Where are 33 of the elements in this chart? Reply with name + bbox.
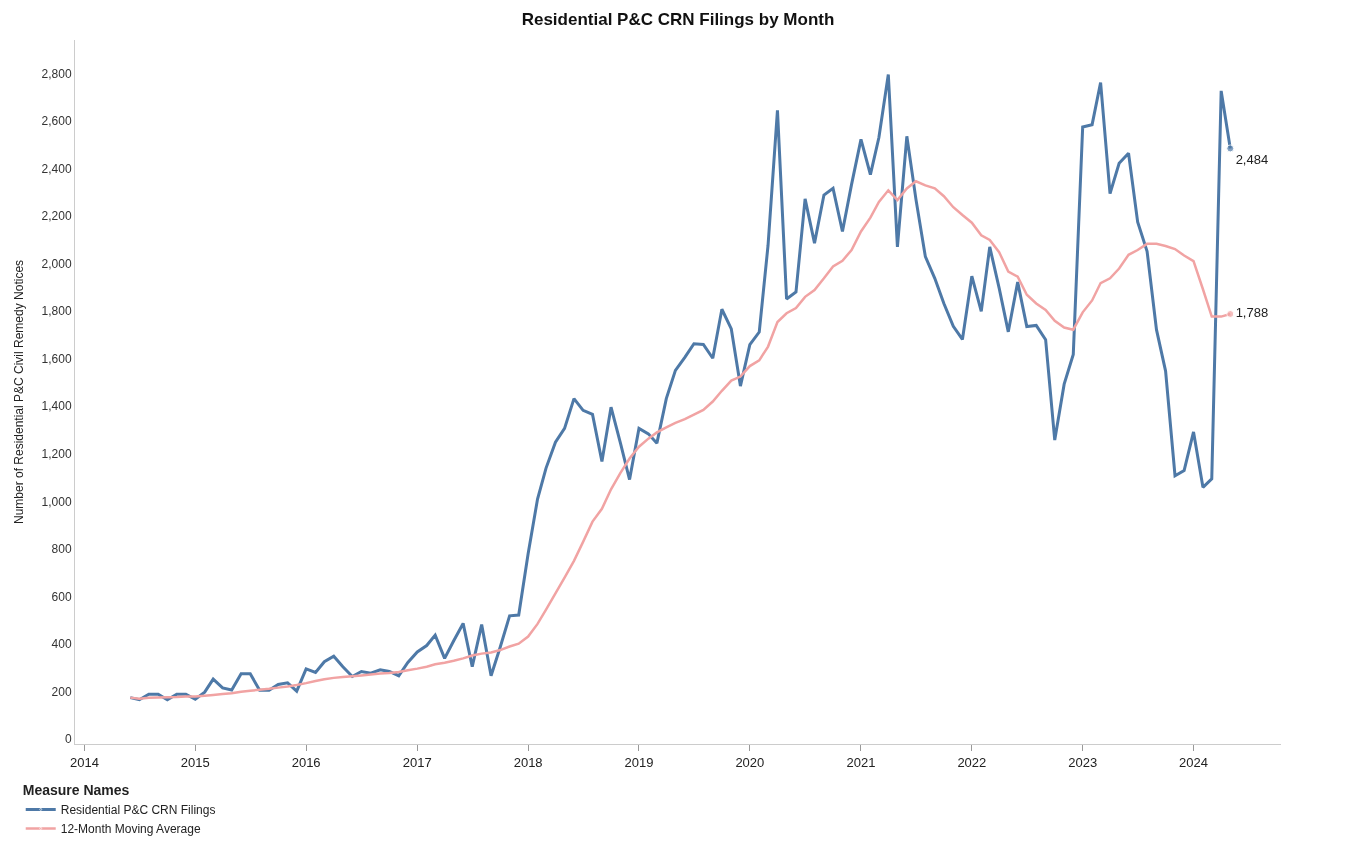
legend-title: Measure Names	[22, 781, 130, 798]
y-tick-label: 2,600	[41, 114, 72, 129]
data-label: 1,788	[1235, 305, 1269, 321]
x-tick-label: 2016	[291, 754, 321, 770]
x-tick-label: 2024	[1179, 754, 1208, 770]
y-tick-label: 400	[51, 637, 72, 652]
chart-title: Residential P&C CRN Filings by Month	[521, 9, 835, 29]
x-tick-label: 2015	[180, 754, 210, 770]
y-tick-label: 800	[51, 542, 72, 557]
y-tick-label: 1,000	[41, 494, 72, 509]
x-tick-label: 2022	[957, 754, 987, 770]
y-tick-label: 1,800	[41, 304, 72, 319]
y-tick-label: 0	[64, 732, 72, 747]
x-tick-label: 2018	[513, 754, 543, 770]
x-tick-label: 2014	[69, 754, 99, 770]
y-tick-label: 200	[51, 684, 72, 699]
x-tick-label: 2019	[624, 754, 654, 770]
y-tick-label: 2,800	[41, 66, 72, 81]
x-tick-label: 2023	[1068, 754, 1098, 770]
y-axis-title: Number of Residential P&C Civil Remedy Notices	[11, 259, 26, 525]
data-label: 2,484	[1235, 151, 1269, 167]
y-tick-label: 2,000	[41, 256, 72, 271]
y-tick-label: 2,400	[41, 161, 72, 176]
y-tick-label: 2,200	[41, 209, 72, 224]
y-tick-label: 600	[51, 589, 72, 604]
x-tick-label: 2020	[735, 754, 765, 770]
y-tick-label: 1,600	[41, 351, 72, 366]
y-tick-label: 1,400	[41, 399, 72, 414]
legend-label: Residential P&C CRN Filings	[60, 803, 216, 818]
legend-label: 12-Month Moving Average	[60, 822, 201, 837]
y-tick-label: 1,200	[41, 447, 72, 462]
x-tick-label: 2021	[846, 754, 876, 770]
x-tick-label: 2017	[402, 754, 432, 770]
